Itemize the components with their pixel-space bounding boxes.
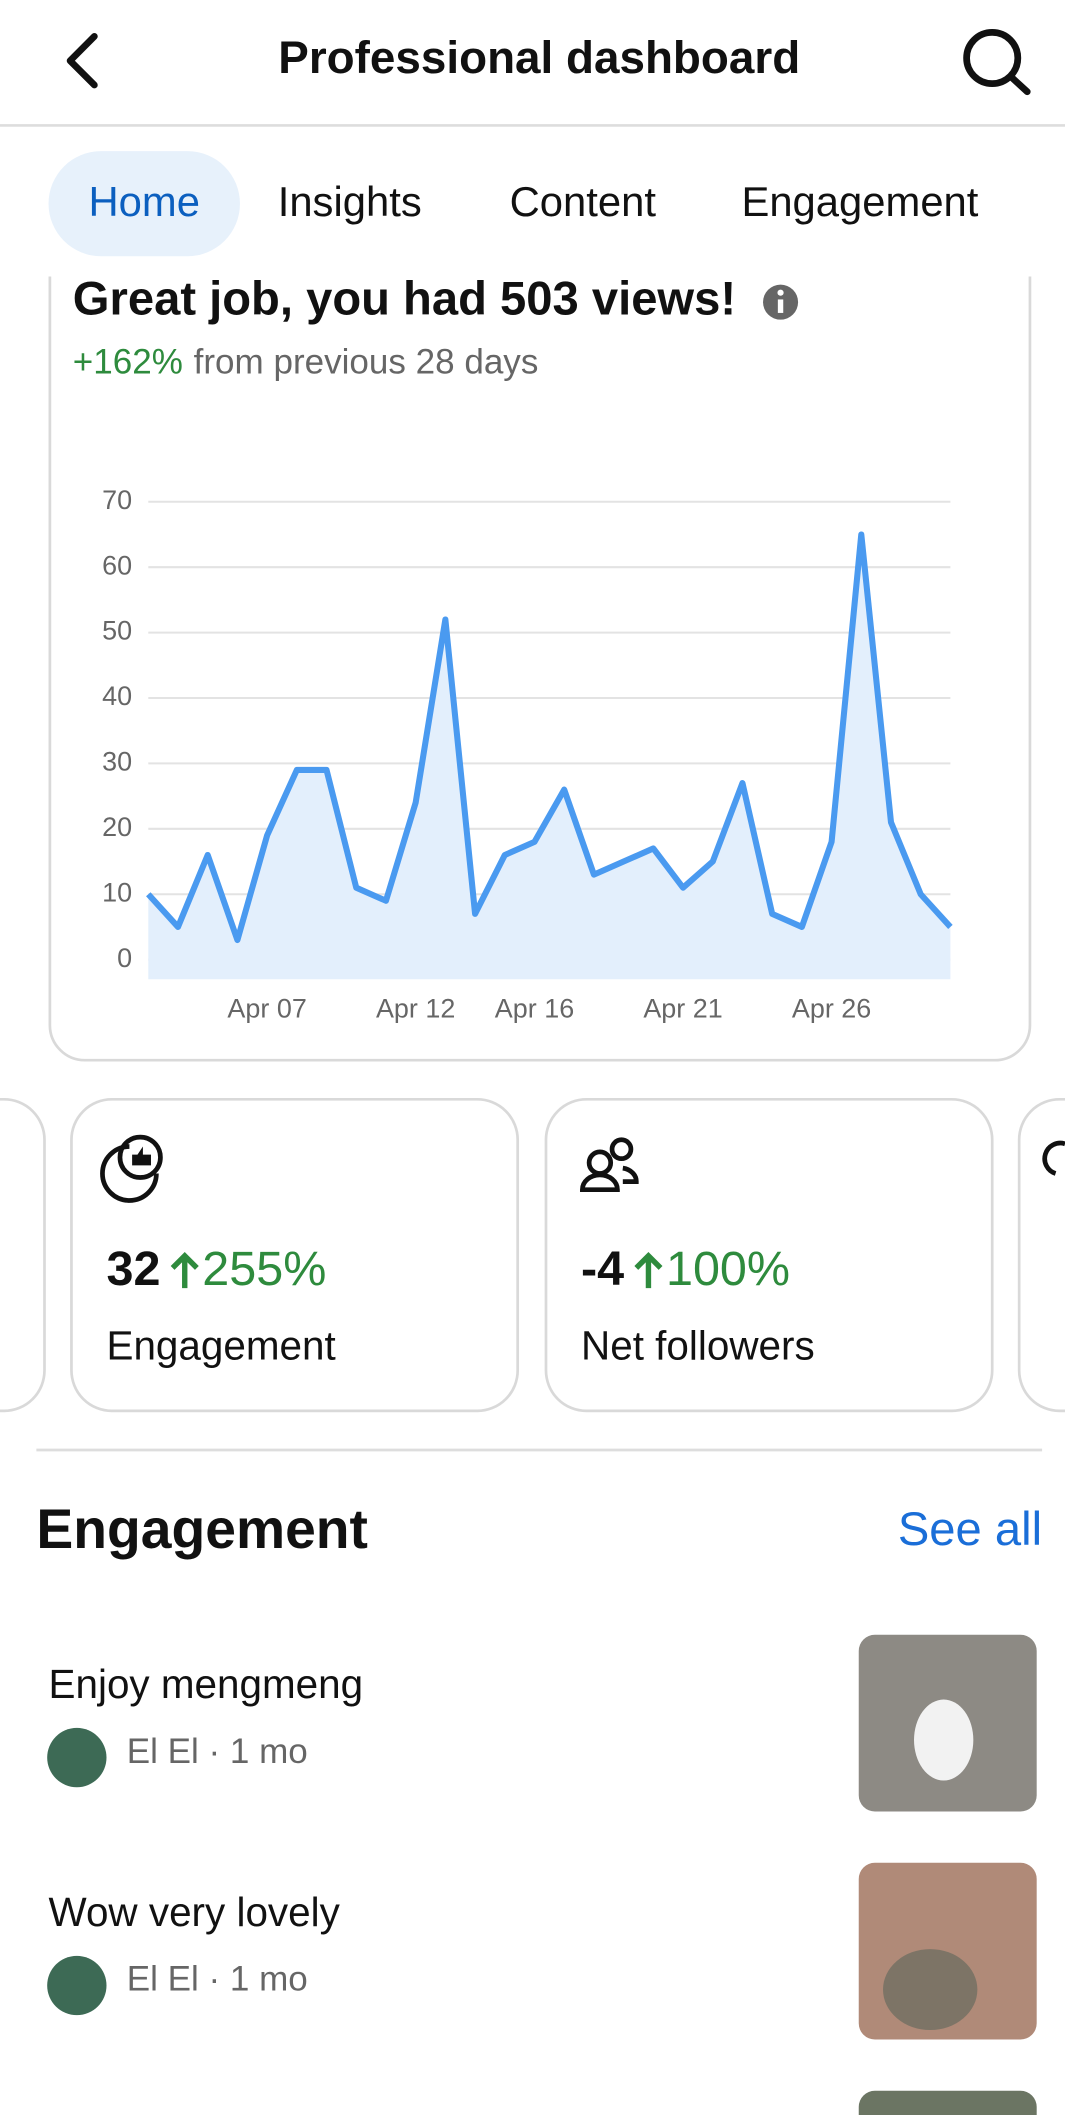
y-tick-label: 30: [102, 747, 132, 777]
tab-active-bg: [48, 151, 240, 257]
list-item[interactable]: Enjoy mengmeng El El · 1 mo: [47, 1634, 1037, 1812]
chart: 0 10 20 30 40 50 60 70 Apr 07 Apr 12 Apr 16 Apr 21 A…: [102, 485, 953, 1023]
x-tick-label: Apr 12: [376, 993, 455, 1023]
item-title: Enjoy mengmeng: [49, 1661, 364, 1707]
headline: Great job, you had 503 views!: [73, 273, 736, 326]
followers-icon: [580, 1137, 639, 1193]
partial-icon: [1042, 1140, 1065, 1176]
stat-card[interactable]: [70, 1097, 520, 1413]
tab[interactable]: Home: [89, 178, 200, 225]
stat-value: 32: [107, 1242, 161, 1296]
stat-label: Engagement: [107, 1323, 336, 1369]
list-item[interactable]: Wow very lovely El El · 1 mo: [47, 1862, 1037, 2040]
x-tick-label: Apr 16: [495, 993, 574, 1023]
tab[interactable]: Content: [510, 178, 657, 225]
avatar: [47, 1727, 107, 1788]
stat-card-partial[interactable]: [0, 1097, 46, 1413]
back-button[interactable]: [66, 33, 98, 89]
x-tick-label: Apr 07: [227, 993, 306, 1023]
thumbnail-detail: [883, 1949, 978, 2031]
stat-change: 100%: [666, 1242, 790, 1296]
info-icon[interactable]: [763, 284, 799, 320]
header-title: Professional dashboard: [278, 32, 800, 83]
item-meta: El El · 1 mo: [127, 1960, 308, 1999]
stat-change: 255%: [202, 1242, 326, 1296]
y-tick-label: 60: [102, 550, 132, 580]
item-meta: El El · 1 mo: [127, 1732, 308, 1771]
tab[interactable]: Engagement: [741, 178, 978, 225]
change: +162%: [73, 342, 183, 381]
y-tick-label: 0: [117, 943, 132, 973]
y-tick-label: 40: [102, 681, 132, 711]
item-title: Wow very lovely: [49, 1889, 341, 1935]
thumbnail[interactable]: [858, 2090, 1037, 2115]
stat-label: Net followers: [581, 1323, 815, 1369]
line: [146, 531, 953, 944]
stat-value: -4: [581, 1242, 624, 1296]
x-tick-label: Apr 21: [643, 993, 722, 1023]
section-title: Engagement: [36, 1498, 368, 1560]
avatar: [47, 1955, 107, 2016]
engagement-icon: [100, 1134, 163, 1203]
stat-card[interactable]: [544, 1097, 994, 1413]
thumbnail-detail: [914, 1699, 974, 1781]
stat-card-partial[interactable]: [1017, 1097, 1065, 1413]
tab[interactable]: Insights: [278, 178, 422, 225]
up-arrow: [634, 1251, 663, 1289]
x-tick-label: Apr 26: [792, 993, 871, 1023]
see-all-link[interactable]: See all: [898, 1503, 1042, 1556]
up-arrow: [170, 1251, 199, 1289]
y-tick-label: 50: [102, 616, 132, 646]
y-tick-label: 10: [102, 877, 132, 907]
y-tick-label: 70: [102, 485, 132, 515]
change-text: from previous 28 days: [194, 342, 539, 381]
search-button[interactable]: [963, 29, 1031, 96]
y-tick-label: 20: [102, 812, 132, 842]
